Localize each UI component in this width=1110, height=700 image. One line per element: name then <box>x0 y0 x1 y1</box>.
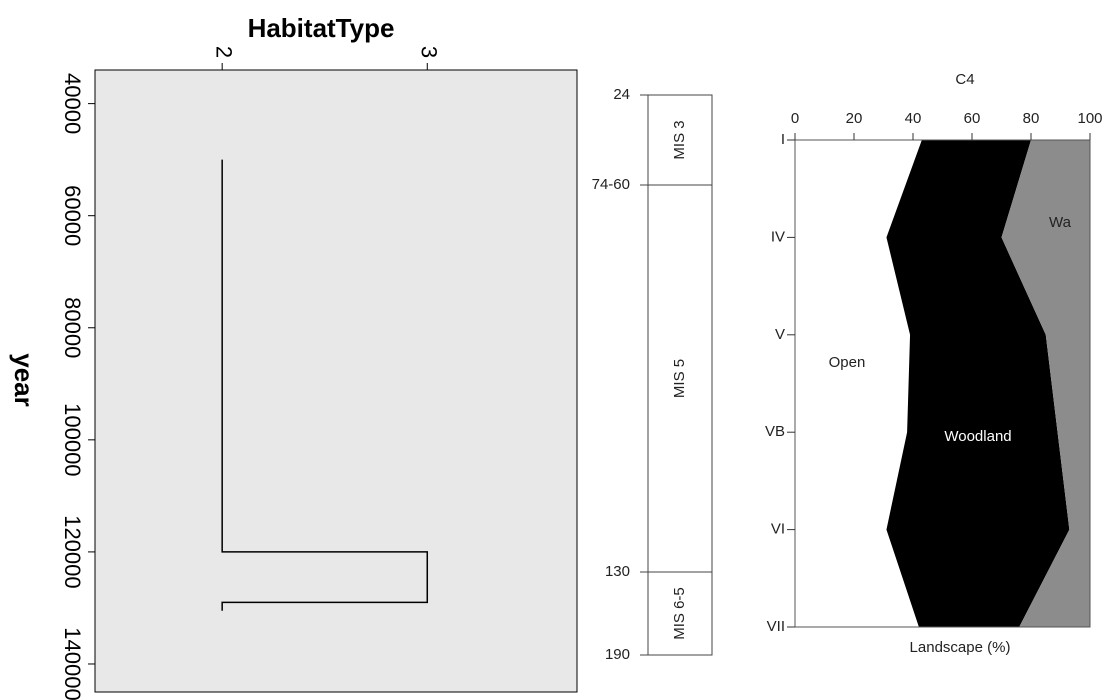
y-tick-label: 80000 <box>60 297 85 358</box>
unit-label: MIS 3 <box>671 120 688 159</box>
x-tick-label: 0 <box>791 110 799 127</box>
area-label: Open <box>829 354 866 371</box>
y-tick-label: I <box>781 131 785 148</box>
y-tick-label: VII <box>767 618 785 635</box>
y-tick-label: 140000 <box>60 627 85 700</box>
boundary-label: 130 <box>605 563 630 580</box>
boundary-label: 190 <box>605 646 630 663</box>
boundary-label: 24 <box>613 86 630 103</box>
y-tick-label: 100000 <box>60 403 85 476</box>
x-tick-label: 20 <box>846 110 863 127</box>
x-tick-label: 80 <box>1023 110 1040 127</box>
y-axis-label: year <box>9 353 39 407</box>
plot-frame <box>794 139 1091 628</box>
unit-label: MIS 5 <box>671 359 688 398</box>
area-label: Wa <box>1049 214 1072 231</box>
chart-title: C4 <box>955 71 974 88</box>
y-tick-label: IV <box>771 228 785 245</box>
x-axis-label: Landscape (%) <box>910 639 1011 656</box>
x-tick-label: 2 <box>211 46 236 58</box>
plot-area <box>94 69 578 693</box>
x-tick-label: 60 <box>964 110 981 127</box>
y-tick-label: 120000 <box>60 515 85 588</box>
chart-title: HabitatType <box>248 13 395 43</box>
x-tick-label: 100 <box>1077 110 1102 127</box>
y-tick-label: V <box>775 326 785 343</box>
y-tick-label: VI <box>771 521 785 538</box>
y-tick-label: VB <box>765 423 785 440</box>
y-tick-label: 60000 <box>60 185 85 246</box>
x-tick-label: 3 <box>416 46 441 58</box>
area <box>886 140 1070 627</box>
unit-label: MIS 6-5 <box>671 587 688 640</box>
x-tick-label: 40 <box>905 110 922 127</box>
column-frame <box>647 94 713 656</box>
area-label: Woodland <box>944 428 1011 445</box>
y-tick-label: 40000 <box>60 73 85 134</box>
boundary-label: 74-60 <box>592 176 630 193</box>
area <box>795 140 922 627</box>
data-line <box>221 159 429 611</box>
area <box>1001 140 1090 627</box>
